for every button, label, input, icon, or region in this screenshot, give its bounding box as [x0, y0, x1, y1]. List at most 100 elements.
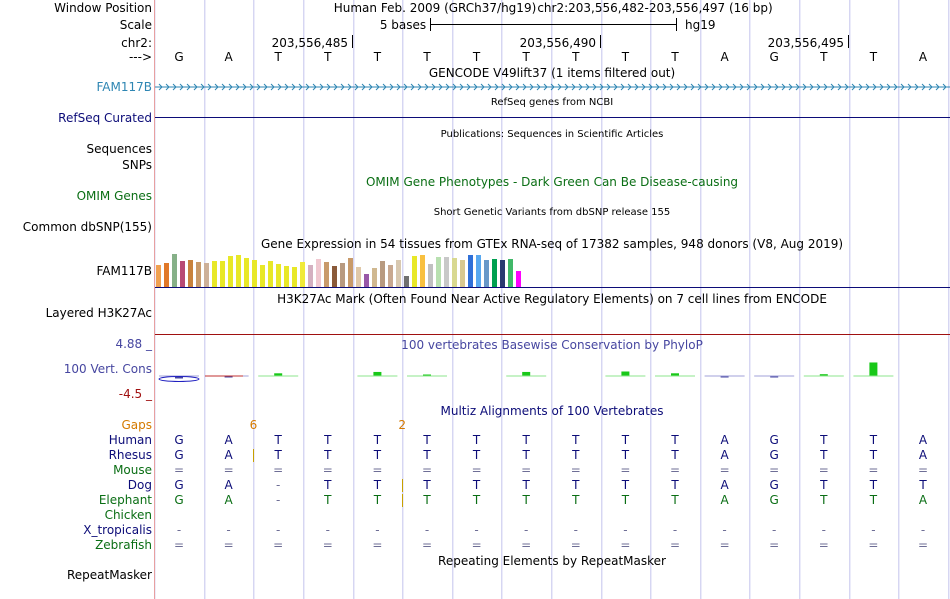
- gtex-tissue-bar[interactable]: [324, 262, 329, 287]
- gtex-tissue-bar[interactable]: [444, 257, 449, 287]
- gtex-tissue-bar[interactable]: [204, 263, 209, 287]
- aligned-base: -: [573, 523, 578, 537]
- species-label[interactable]: Elephant: [98, 493, 152, 507]
- track-image-area[interactable]: Human Feb. 2009 (GRCh37/hg19) chr2:203,5…: [155, 0, 950, 599]
- gtex-tissue-bar[interactable]: [356, 267, 361, 287]
- gtex-tissue-bar[interactable]: [236, 255, 241, 287]
- omim-track-title: OMIM Gene Phenotypes - Dark Green Can Be…: [365, 175, 739, 189]
- h3k27ac-track-label[interactable]: Layered H3K27Ac: [45, 306, 152, 320]
- gtex-tissue-bar[interactable]: [220, 261, 225, 287]
- gencode-track-label[interactable]: FAM117B: [96, 80, 153, 94]
- strand-label: --->: [128, 50, 152, 64]
- strand-chevron: [242, 83, 247, 91]
- strand-chevron: [466, 83, 471, 91]
- gtex-tissue-bar[interactable]: [468, 255, 473, 287]
- grid-line: [402, 0, 403, 599]
- species-label[interactable]: X_tropicalis: [83, 523, 152, 537]
- strand-chevron: [445, 83, 450, 91]
- gtex-tissue-bar[interactable]: [316, 259, 321, 287]
- gtex-tissue-bar[interactable]: [188, 260, 193, 287]
- grid-line: [602, 0, 603, 599]
- gtex-tissue-bar[interactable]: [300, 262, 305, 287]
- strand-chevron: [193, 83, 198, 91]
- strand-chevron: [564, 83, 569, 91]
- dbsnp-track-label[interactable]: Common dbSNP(155): [22, 220, 152, 234]
- omim-track-label[interactable]: OMIM Genes: [76, 189, 152, 203]
- gtex-tissue-bar[interactable]: [516, 271, 521, 287]
- strand-chevron: [872, 83, 877, 91]
- strand-chevron: [893, 83, 898, 91]
- gtex-tissue-bar[interactable]: [476, 255, 481, 287]
- gtex-tissue-bar[interactable]: [364, 274, 369, 287]
- strand-chevron: [396, 83, 401, 91]
- gtex-tissue-bar[interactable]: [276, 264, 281, 287]
- gtex-tissue-bar[interactable]: [172, 254, 177, 287]
- gtex-tissue-bar[interactable]: [228, 256, 233, 287]
- gtex-tissue-bar[interactable]: [348, 258, 353, 287]
- grid-line: [749, 0, 750, 599]
- multiz-track-title: Multiz Alignments of 100 Vertebrates: [440, 404, 664, 418]
- gtex-tissue-bar[interactable]: [284, 266, 289, 287]
- aligned-base: A: [720, 478, 729, 492]
- gtex-tissue-bar[interactable]: [156, 265, 161, 287]
- cons-track-label[interactable]: 100 Vert. Cons: [63, 362, 152, 376]
- strand-chevron: [340, 83, 345, 91]
- aligned-base: T: [621, 433, 630, 447]
- strand-chevron: [543, 83, 548, 91]
- gtex-track-label[interactable]: FAM117B: [96, 264, 153, 278]
- gtex-tissue-bar[interactable]: [260, 265, 265, 287]
- gtex-tissue-bar[interactable]: [484, 260, 489, 287]
- aligned-base: G: [174, 448, 184, 462]
- ruler-tick-label: 203,556,485: [271, 36, 348, 50]
- gap-count-marker: 2: [398, 418, 406, 432]
- gtex-tissue-bar[interactable]: [340, 263, 345, 287]
- gtex-tissue-bar[interactable]: [436, 257, 441, 287]
- grid-line: [799, 0, 800, 599]
- gtex-tissue-bar[interactable]: [404, 276, 409, 287]
- refseq-gene-line[interactable]: [155, 117, 950, 118]
- gtex-tissue-bar[interactable]: [428, 264, 433, 287]
- gtex-track-title: Gene Expression in 54 tissues from GTEx …: [260, 237, 844, 251]
- gtex-tissue-bar[interactable]: [412, 256, 417, 287]
- strand-chevron: [529, 83, 534, 91]
- species-label[interactable]: Mouse: [113, 463, 152, 477]
- gtex-tissue-bar[interactable]: [308, 265, 313, 287]
- snps-track-label[interactable]: SNPs: [122, 158, 152, 172]
- conservation-plot[interactable]: [155, 352, 950, 392]
- gtex-bar-chart[interactable]: [155, 251, 950, 287]
- gtex-tissue-bar[interactable]: [396, 260, 401, 287]
- gtex-tissue-bar[interactable]: [180, 261, 185, 287]
- repeatmasker-track-label[interactable]: RepeatMasker: [66, 568, 152, 582]
- gtex-tissue-bar[interactable]: [196, 262, 201, 287]
- aligned-base: =: [173, 463, 185, 477]
- gtex-tissue-bar[interactable]: [380, 261, 385, 287]
- gtex-tissue-bar[interactable]: [252, 260, 257, 287]
- gtex-tissue-bar[interactable]: [292, 267, 297, 287]
- gtex-tissue-bar[interactable]: [508, 259, 513, 287]
- species-label[interactable]: Chicken: [104, 508, 152, 522]
- h3k27ac-signal-line[interactable]: [155, 334, 950, 335]
- gencode-gene-feature[interactable]: [155, 80, 950, 94]
- gtex-tissue-bar[interactable]: [420, 255, 425, 287]
- publications-sequences-label[interactable]: Sequences: [86, 142, 152, 156]
- gtex-tissue-bar[interactable]: [388, 265, 393, 287]
- gtex-tissue-bar[interactable]: [212, 261, 217, 287]
- gtex-tissue-bar[interactable]: [244, 258, 249, 287]
- refseq-track-label[interactable]: RefSeq Curated: [58, 111, 152, 125]
- species-label[interactable]: Rhesus: [108, 448, 152, 462]
- gtex-tissue-bar[interactable]: [372, 268, 377, 287]
- gtex-tissue-bar[interactable]: [164, 263, 169, 287]
- gtex-tissue-bar[interactable]: [332, 266, 337, 287]
- gtex-tissue-bar[interactable]: [452, 258, 457, 287]
- species-label[interactable]: Human: [108, 433, 152, 447]
- strand-chevron: [438, 83, 443, 91]
- gtex-tissue-bar[interactable]: [268, 261, 273, 287]
- aligned-base: -: [623, 523, 628, 537]
- gtex-tissue-bar[interactable]: [460, 260, 465, 287]
- gtex-tissue-bar[interactable]: [492, 259, 497, 287]
- species-label[interactable]: Dog: [127, 478, 152, 492]
- gtex-tissue-bar[interactable]: [500, 260, 505, 287]
- species-label[interactable]: Zebrafish: [95, 538, 152, 552]
- aligned-base: -: [276, 523, 281, 537]
